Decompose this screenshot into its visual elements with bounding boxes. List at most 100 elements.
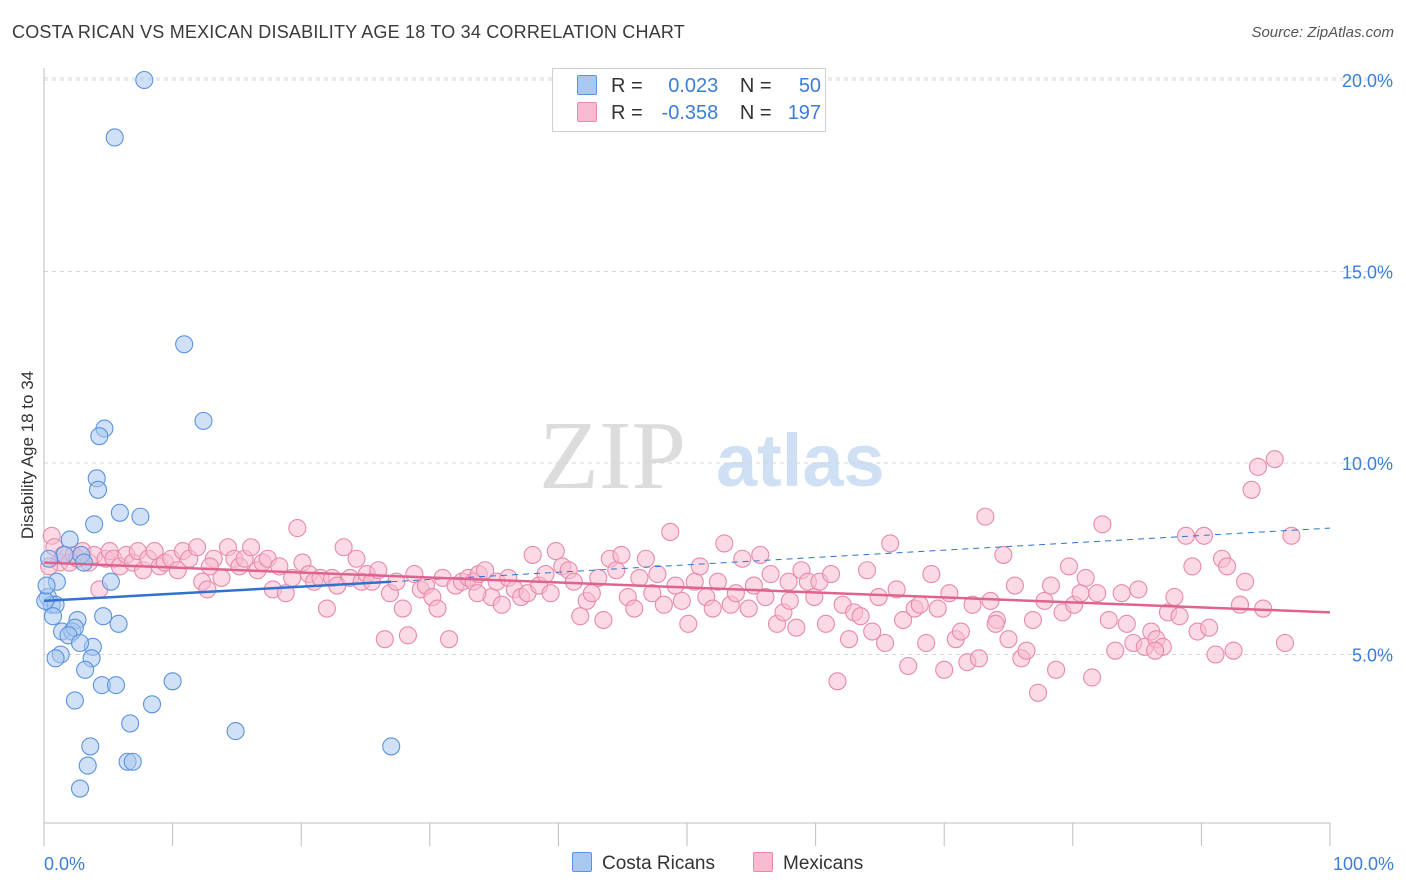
mexicans-point [492,595,511,614]
mexicans-point [200,557,219,576]
mexicans-point [928,599,947,618]
mexicans-legend-swatch [753,852,773,872]
mexicans-point [986,614,1005,633]
mexicans-point [241,538,261,557]
costa-ricans-legend-label: Costa Ricans [602,853,715,874]
legend-row-mexicans: R = -0.358 N = 197 [577,100,821,126]
x-tick-label-min: 0.0% [44,854,85,874]
mexicans-point [523,545,542,564]
mexicans-point [981,591,1000,610]
mexicans-point [1112,584,1131,603]
mexicans-n-value: 197 [787,102,822,124]
costa-ricans-point [65,691,84,710]
costa-ricans-point [110,503,129,522]
mexicans-point [1170,607,1189,626]
mexicans-point [1029,683,1048,702]
costa-ricans-point [142,695,162,714]
mexicans-point [589,568,608,587]
mexicans-point [787,618,806,637]
costa-ricans-legend-swatch [572,852,592,872]
legend-box: R = 0.023 N = 50 R = -0.358 N = 197 [552,68,826,132]
mexicans-point [347,549,366,568]
mexicans-point [994,545,1013,564]
mexicans-point [1275,633,1295,653]
mexicans-point [969,649,988,668]
mexicans-point [976,507,995,526]
mexicans-point [816,614,835,633]
mexicans-point [612,545,631,564]
costa-ricans-point [55,545,74,564]
trend-lines [43,527,1331,614]
mexicans-point [940,584,959,603]
mexicans-point [1059,557,1078,576]
mexicans-point [1005,576,1024,595]
mexicans-point [821,565,841,584]
costa-ricans-trend-extension [391,527,1331,583]
y-tick-label: 5.0% [1352,646,1393,666]
costa-ricans-point [70,779,90,798]
mexicans-point [963,595,982,614]
mexicans-r-value: -0.358 [661,102,719,124]
mexicans-point [317,599,336,618]
costa-ricans-point [175,335,194,354]
costa-ricans-point [88,480,108,499]
costa-ricans-point [226,722,245,741]
mexicans-point [1088,584,1107,603]
costa-ricans-point [37,576,56,595]
mexicans-point [1117,614,1136,633]
costa-ricans-point [194,411,213,430]
mexicans-point [1146,641,1165,660]
costa-ricans-point [81,737,100,756]
mexicans-point [780,591,799,610]
watermark: ZIP atlas [539,402,885,510]
mexicans-swatch [577,102,597,122]
mexicans-point [168,561,187,580]
mexicans-point [1076,568,1095,587]
watermark-atlas: atlas [716,419,885,502]
costa-ricans-point [78,756,97,775]
mexicans-point [851,607,870,626]
x-tick-label-max: 100.0% [1333,854,1394,874]
mexicans-point [708,572,727,591]
mexicans-point [1047,660,1066,679]
costa-ricans-r-value: 0.023 [668,75,719,97]
costa-ricans-point [109,614,128,633]
mexicans-point [654,595,673,614]
mexicans-point [648,565,667,584]
mexicans-point [1041,576,1060,595]
mexicans-point [887,580,906,599]
mexicans-point [863,622,882,641]
mexicans-point [198,580,217,599]
bottom-legend-mexicans: Mexicans [753,852,863,875]
mexicans-point [636,549,655,568]
mexicans-point [881,534,900,553]
mexicans-point [951,622,970,641]
costa-ricans-point [40,549,59,568]
costa-ricans-point [163,672,182,691]
mexicans-point [828,672,847,691]
mexicans-point [1242,480,1261,499]
mexicans-point [1183,557,1202,576]
mexicans-point [582,584,601,603]
costa-ricans-point [106,676,126,695]
mexicans-point [726,584,745,603]
mexicans-point [1165,587,1184,607]
legend-r-label: R = [611,75,643,97]
chart-title: COSTA RICAN VS MEXICAN DISABILITY AGE 18… [12,22,685,42]
mexicans-point [1176,526,1196,545]
mexicans-point [594,610,613,630]
costa-ricans-n-value: 50 [798,75,822,97]
bottom-legend-costa-ricans: Costa Ricans [572,852,715,875]
mexicans-point [839,630,859,649]
mexicans-point [899,656,918,676]
costa-ricans-point [76,660,95,679]
mexicans-point [1230,595,1250,614]
mexicans-point [1265,450,1284,469]
mexicans-point [869,587,888,607]
mexicans-point [756,587,775,607]
mexicans-point [375,630,394,649]
mexicans-point [690,557,709,576]
costa-ricans-point [131,507,150,526]
mexicans-point [468,584,487,603]
